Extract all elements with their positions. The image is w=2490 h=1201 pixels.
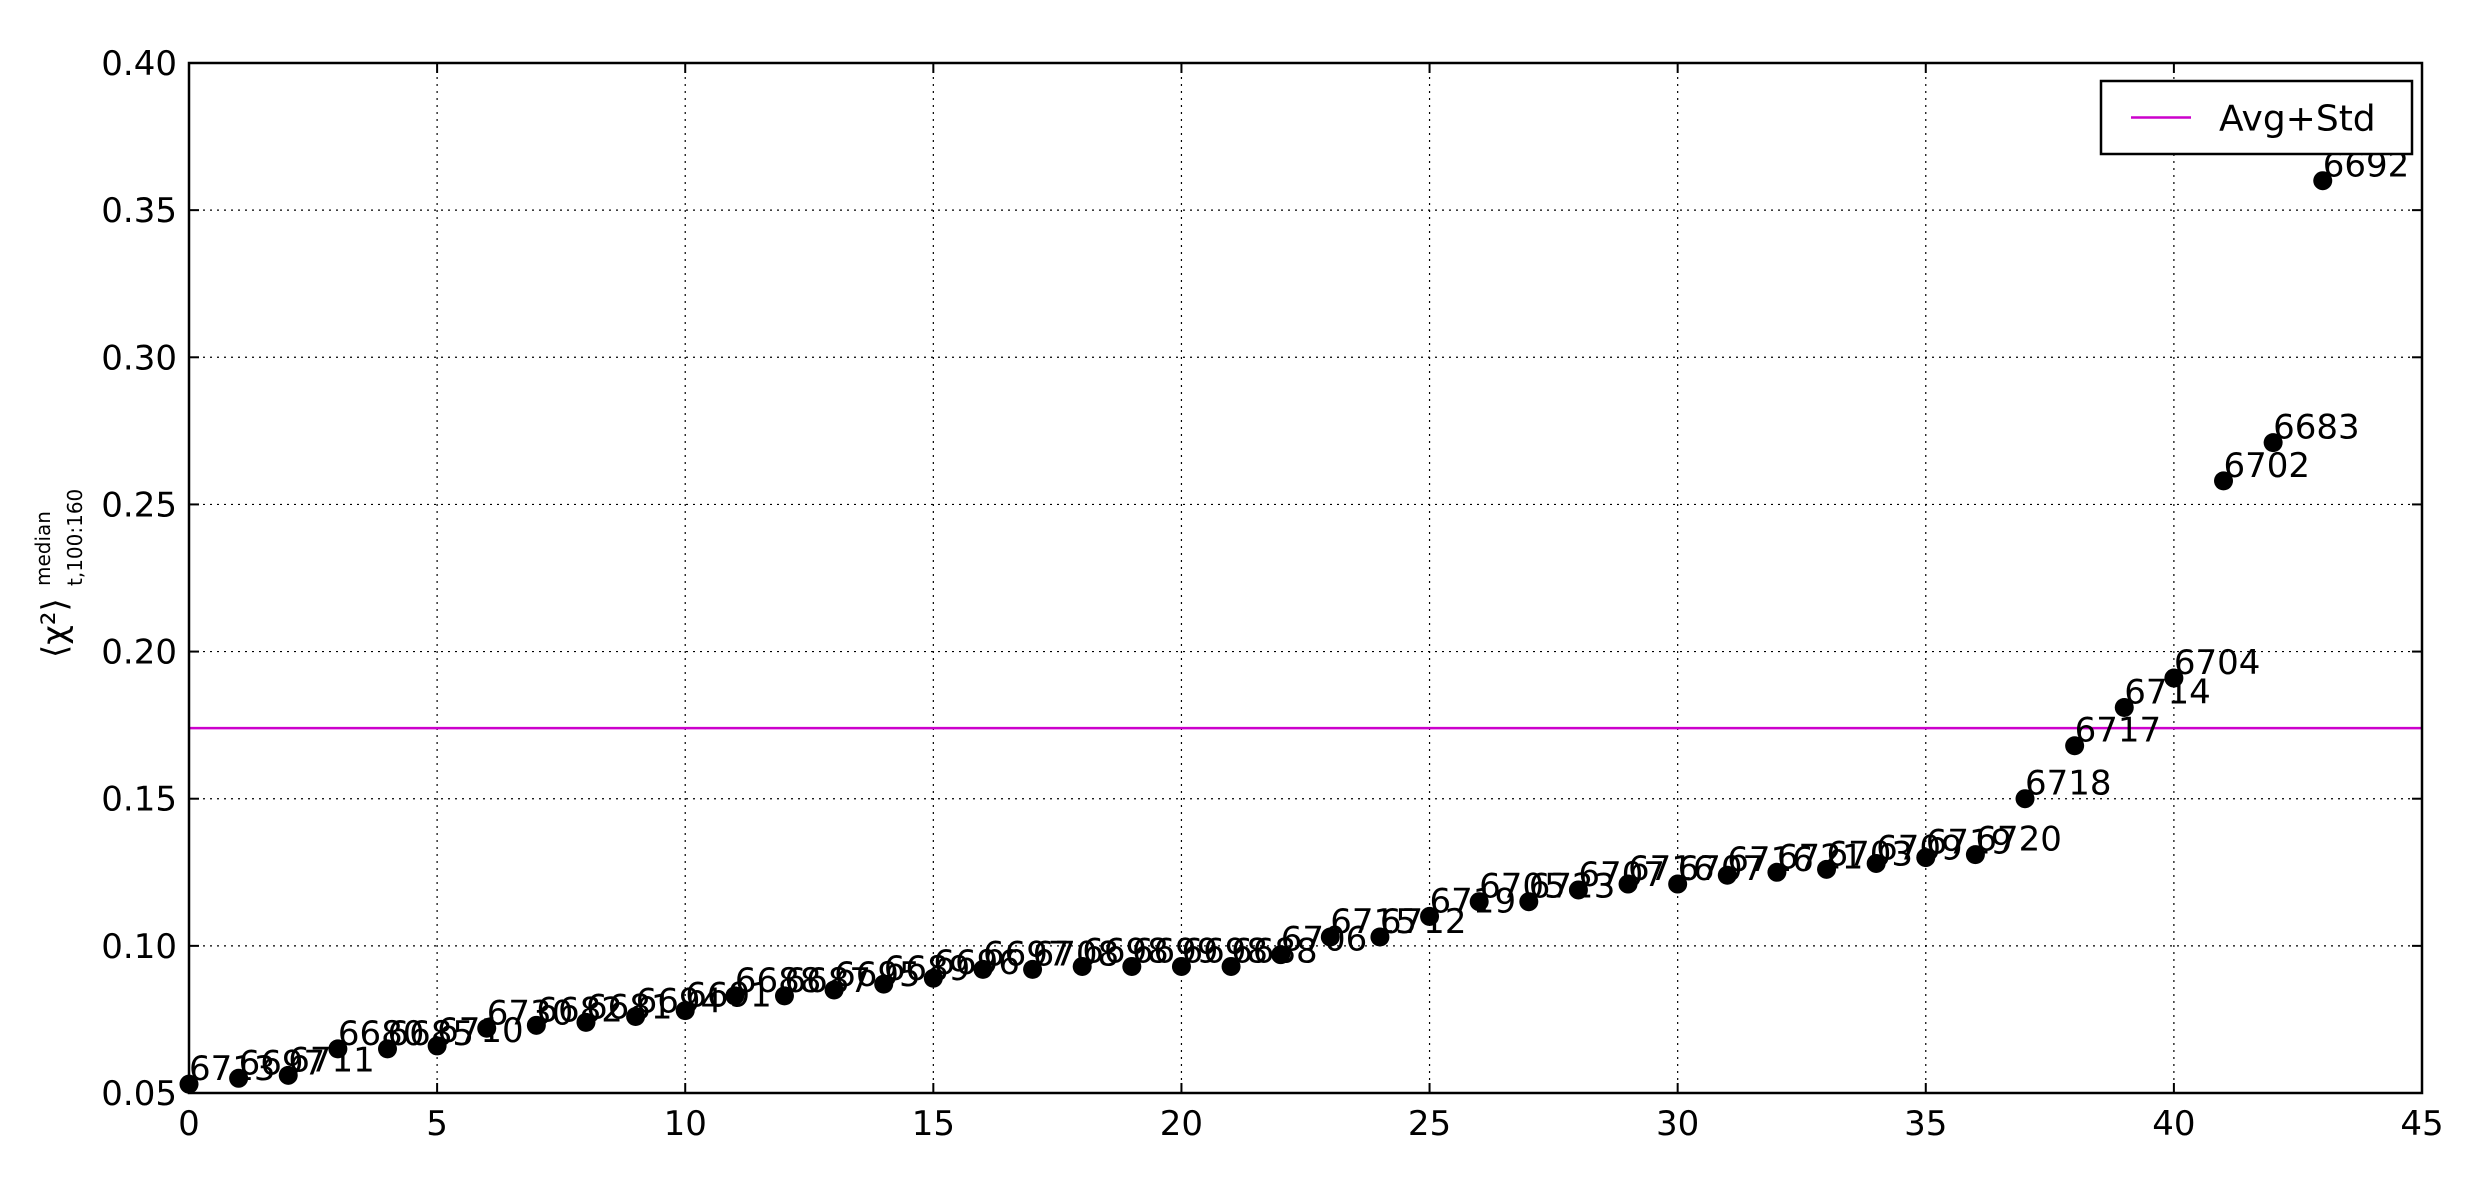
y-tick-label: 0.25 <box>101 485 177 525</box>
data-point-label: 6704 <box>2174 643 2261 683</box>
x-tick-label: 40 <box>2152 1104 2195 1144</box>
x-tick-label: 25 <box>1408 1104 1451 1144</box>
x-tick-label: 45 <box>2400 1104 2443 1144</box>
data-point <box>1072 956 1092 976</box>
data-point <box>874 974 894 994</box>
x-tick-label: 20 <box>1160 1104 1203 1144</box>
data-points-layer: 6713669767116680668567106730668266816694… <box>179 146 2409 1094</box>
data-point <box>377 1039 397 1059</box>
y-axis-label-main: ⟨χ²⟩ <box>35 598 75 658</box>
data-point <box>1817 859 1837 879</box>
x-tick-label: 5 <box>426 1104 448 1144</box>
data-point-label: 6720 <box>1975 820 2062 860</box>
data-point <box>2313 171 2333 191</box>
data-point <box>477 1018 497 1038</box>
tick-labels-layer: 0 5 10 15 20 25 30 35 40 45 0.05 0.10 0.15 0.20 0.25 0.… <box>101 44 2443 1144</box>
data-point <box>1320 927 1340 947</box>
data-point <box>1519 892 1539 912</box>
y-tick-label: 0.30 <box>101 338 177 378</box>
data-point <box>774 986 794 1006</box>
grid-layer <box>188 62 2423 1094</box>
data-point <box>2114 697 2134 717</box>
y-axis-label-subscript: t,100:160 <box>63 489 87 586</box>
data-point <box>1122 956 1142 976</box>
data-point <box>1965 845 1985 865</box>
y-tick-label: 0.35 <box>101 191 177 231</box>
y-tick-label: 0.05 <box>101 1074 177 1114</box>
data-point <box>1221 956 1241 976</box>
x-tick-label: 30 <box>1656 1104 1699 1144</box>
data-point <box>923 968 943 988</box>
data-point <box>1767 862 1787 882</box>
data-point <box>1370 927 1390 947</box>
data-point <box>1568 880 1588 900</box>
data-point <box>1866 853 1886 873</box>
data-point <box>2263 433 2283 453</box>
data-point-label: 6683 <box>2273 408 2360 448</box>
data-point-label: 6702 <box>2224 446 2311 486</box>
y-tick-label: 0.40 <box>101 44 177 84</box>
data-point <box>1668 874 1688 894</box>
plot-frame <box>187 61 2424 1095</box>
y-axis-label-superscript: median <box>31 511 55 586</box>
data-point <box>2015 789 2035 809</box>
data-point <box>1469 892 1489 912</box>
data-point <box>725 986 745 1006</box>
x-tick-label: 0 <box>178 1104 200 1144</box>
y-tick-label: 0.20 <box>101 633 177 673</box>
data-point <box>1023 959 1043 979</box>
data-point <box>278 1065 298 1085</box>
data-point <box>1420 906 1440 926</box>
data-point-label: 6717 <box>2075 711 2162 751</box>
legend-label: Avg+Std <box>2219 99 2376 140</box>
y-tick-label: 0.10 <box>101 927 177 967</box>
data-point <box>824 980 844 1000</box>
data-point <box>2164 668 2184 688</box>
data-point <box>328 1039 348 1059</box>
legend: Avg+Std <box>2099 79 2414 156</box>
data-point <box>626 1006 646 1026</box>
data-point <box>229 1068 249 1088</box>
data-point <box>1618 874 1638 894</box>
x-tick-label: 35 <box>1904 1104 1947 1144</box>
data-point-label: 6718 <box>2025 764 2112 804</box>
data-point <box>526 1015 546 1035</box>
y-tick-label: 0.15 <box>101 780 177 820</box>
data-point <box>675 1001 695 1021</box>
data-point <box>2065 736 2085 756</box>
y-axis-label: ⟨χ²⟩ median t,100:160 <box>31 489 87 658</box>
data-point <box>1916 848 1936 868</box>
x-tick-label: 15 <box>912 1104 955 1144</box>
data-point <box>2214 471 2234 491</box>
data-point <box>1171 956 1191 976</box>
data-point <box>1717 865 1737 885</box>
data-point <box>1271 945 1291 965</box>
data-point <box>427 1036 447 1056</box>
x-tick-label: 10 <box>664 1104 707 1144</box>
data-point <box>576 1012 596 1032</box>
data-point <box>973 959 993 979</box>
